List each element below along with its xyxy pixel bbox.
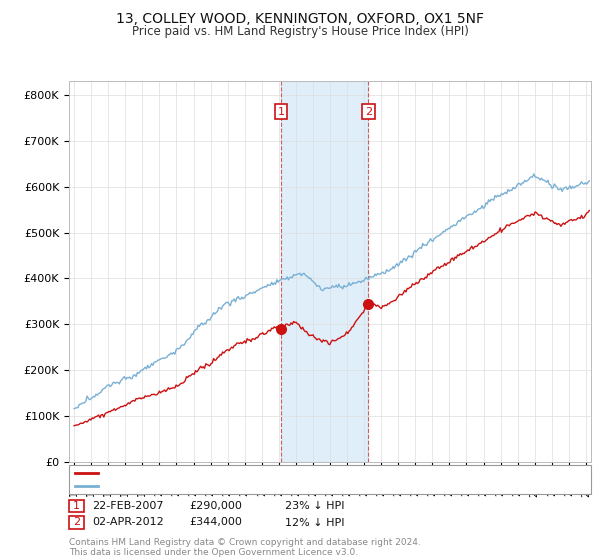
Text: 2: 2 [73,517,80,528]
Text: 2: 2 [365,106,372,116]
Text: 1: 1 [278,106,285,116]
Text: 22-FEB-2007: 22-FEB-2007 [92,501,163,511]
Text: Price paid vs. HM Land Registry's House Price Index (HPI): Price paid vs. HM Land Registry's House … [131,25,469,38]
Text: 13, COLLEY WOOD, KENNINGTON, OXFORD, OX1 5NF: 13, COLLEY WOOD, KENNINGTON, OXFORD, OX1… [116,12,484,26]
Text: HPI: Average price, detached house, Vale of White Horse: HPI: Average price, detached house, Vale… [102,481,398,491]
Text: 1: 1 [73,501,80,511]
Text: 02-APR-2012: 02-APR-2012 [92,517,164,528]
Text: 13, COLLEY WOOD, KENNINGTON, OXFORD, OX1 5NF (detached house): 13, COLLEY WOOD, KENNINGTON, OXFORD, OX1… [102,468,473,478]
Text: 23% ↓ HPI: 23% ↓ HPI [285,501,344,511]
Text: 12% ↓ HPI: 12% ↓ HPI [285,517,344,528]
Text: £290,000: £290,000 [189,501,242,511]
Text: £344,000: £344,000 [189,517,242,528]
Text: Contains HM Land Registry data © Crown copyright and database right 2024.
This d: Contains HM Land Registry data © Crown c… [69,538,421,557]
Bar [281,81,368,462]
